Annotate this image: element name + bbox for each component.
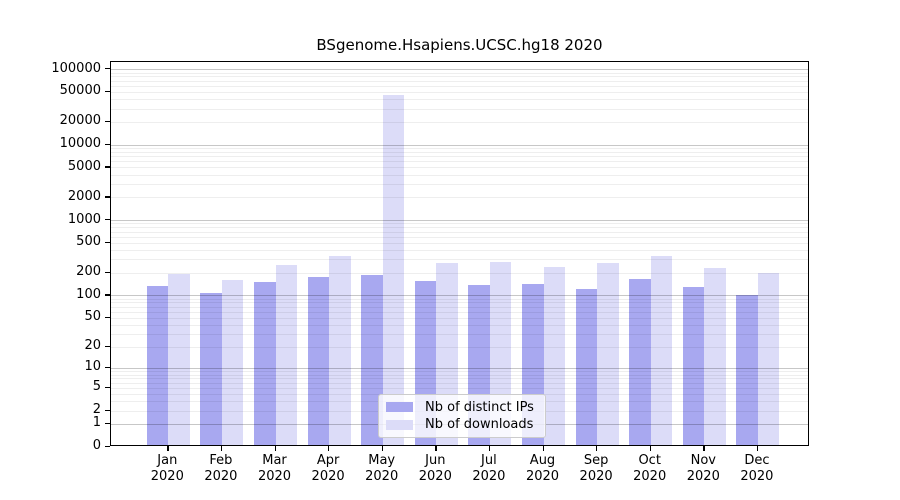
bar-downloads [329, 256, 351, 445]
bar-downloads [382, 94, 405, 445]
y-tick-label: 10 [84, 359, 101, 375]
legend-swatch-distinct-ips [386, 402, 413, 413]
legend-entry-downloads: Nb of downloads [385, 417, 539, 432]
legend-label: Nb of downloads [425, 417, 534, 433]
x-tick-label: Sep 2020 [579, 453, 613, 484]
y-tick-label: 0 [92, 438, 101, 453]
x-tick-mark [274, 446, 276, 451]
x-tick-mark [488, 446, 491, 451]
bar-downloads [704, 267, 726, 445]
y-tick-mark [105, 68, 110, 70]
bar-downloads [221, 280, 244, 445]
y-tick-mark [105, 90, 110, 93]
bar-distinct-ips [146, 286, 169, 445]
x-tick-label: Mar 2020 [257, 453, 292, 484]
y-tick-mark [105, 294, 110, 296]
y-tick-mark [105, 143, 110, 145]
x-tick-label: Oct 2020 [633, 453, 667, 484]
legend: Nb of distinct IPs Nb of downloads [378, 394, 546, 438]
bars-layer [111, 62, 808, 445]
bar-distinct-ips [307, 276, 330, 445]
y-tick-mark [105, 241, 110, 244]
x-tick-label: Jan 2020 [150, 453, 184, 484]
bar-downloads [275, 265, 297, 445]
y-tick-mark [105, 166, 110, 168]
y-tick-label: 1000 [67, 211, 101, 227]
x-tick-mark [756, 446, 759, 451]
x-tick-mark [596, 446, 598, 451]
y-tick-label: 100 [76, 286, 101, 302]
y-tick-label: 20000 [59, 113, 101, 129]
bar-distinct-ips [575, 289, 598, 445]
y-tick-label: 20 [84, 338, 101, 354]
x-tick-label: Jun 2020 [418, 453, 452, 484]
chart-title: BSgenome.Hsapiens.UCSC.hg18 2020 [316, 36, 603, 54]
bar-distinct-ips [200, 293, 222, 445]
x-tick-mark [435, 446, 437, 451]
x-tick-mark [703, 446, 705, 451]
y-tick-mark [105, 422, 110, 425]
y-tick-label: 200 [76, 264, 101, 280]
y-tick-label: 100000 [51, 60, 101, 76]
y-tick-label: 500 [76, 234, 101, 250]
y-tick-mark [105, 386, 110, 389]
x-tick-label: Aug 2020 [525, 453, 560, 484]
y-tick-mark [105, 445, 110, 447]
y-tick-mark [105, 316, 110, 318]
bar-downloads [543, 267, 565, 445]
y-tick-mark [105, 196, 110, 198]
legend-label: Nb of distinct IPs [425, 399, 534, 415]
x-tick-label: May 2020 [365, 453, 399, 484]
legend-swatch-downloads [386, 419, 413, 430]
x-tick-mark [542, 446, 544, 451]
x-tick-label: Apr 2020 [311, 453, 345, 484]
y-tick-mark [105, 271, 110, 273]
y-tick-mark [105, 366, 110, 369]
y-tick-label: 5000 [67, 158, 101, 174]
x-tick-label: Jul 2020 [472, 453, 506, 484]
x-tick-label: Nov 2020 [686, 453, 720, 484]
bar-downloads [168, 274, 190, 445]
bar-downloads [597, 262, 619, 445]
x-tick-mark [167, 446, 169, 451]
y-tick-label: 50 [84, 309, 101, 325]
plot-area: Nb of distinct IPs Nb of downloads [110, 61, 809, 446]
bar-downloads [757, 272, 780, 445]
bar-distinct-ips [736, 295, 758, 445]
x-tick-mark [649, 446, 652, 451]
x-tick-mark [381, 446, 384, 451]
y-tick-label: 1 [92, 415, 101, 431]
x-tick-label: Dec 2020 [740, 453, 774, 484]
bar-distinct-ips [629, 278, 651, 445]
y-tick-mark [105, 409, 110, 411]
y-tick-label: 2 [92, 402, 101, 417]
x-tick-mark [220, 446, 223, 451]
bar-downloads [650, 256, 673, 445]
bar-distinct-ips [361, 275, 383, 445]
y-tick-label: 2000 [67, 188, 101, 204]
y-tick-mark [105, 120, 110, 123]
legend-entry-distinct-ips: Nb of distinct IPs [385, 400, 539, 415]
bar-distinct-ips [254, 281, 276, 445]
y-tick-mark [105, 219, 110, 221]
y-tick-label: 50000 [59, 83, 101, 99]
y-tick-label: 10000 [59, 136, 101, 151]
y-tick-mark [105, 345, 110, 348]
x-tick-label: Feb 2020 [204, 453, 238, 484]
x-tick-mark [328, 446, 330, 451]
bar-distinct-ips [682, 287, 705, 445]
y-tick-label: 5 [92, 379, 101, 395]
